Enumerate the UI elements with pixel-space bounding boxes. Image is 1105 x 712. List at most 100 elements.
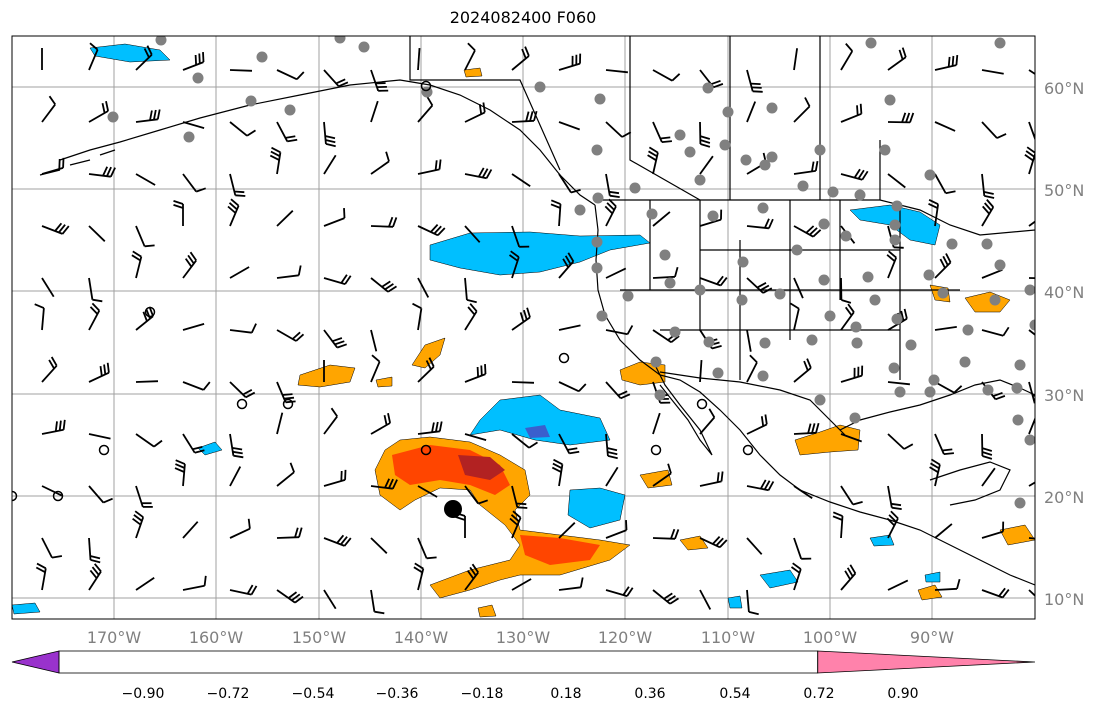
colorbar-tick-label: −0.18 (461, 686, 504, 702)
wind-barb (269, 146, 282, 175)
wind-barb (135, 173, 156, 186)
wind-barb (934, 523, 953, 539)
wind-barb (182, 121, 205, 129)
wind-barb (746, 354, 758, 383)
station-marker (1014, 359, 1026, 371)
wind-barb (464, 225, 481, 243)
wind-barb (464, 102, 486, 123)
wind-barb (508, 250, 520, 279)
pacific-coast (594, 204, 1035, 586)
colorbar-tick-label: 0.18 (550, 686, 581, 702)
station-marker (851, 337, 863, 349)
wind-barb (981, 433, 993, 460)
wind-barb (981, 326, 1010, 337)
calm-circle (558, 352, 570, 364)
wind-barb (276, 412, 284, 435)
wind-barb (182, 251, 197, 279)
station-marker (256, 51, 268, 63)
map-title: 2024082400 F060 (449, 8, 597, 27)
wind-barb (1028, 121, 1035, 142)
wind-barb (746, 101, 757, 123)
wind-barb (558, 252, 575, 279)
wind-barb (746, 277, 773, 294)
calm-circle (144, 306, 156, 318)
alaska-canada-border (409, 36, 561, 171)
wind-barb (605, 466, 619, 487)
wind-barb (370, 151, 390, 175)
wind-barb (746, 329, 752, 352)
wind-barb (88, 485, 113, 504)
wind-barb (934, 253, 952, 279)
wind-barb (464, 485, 488, 505)
wind-barb (41, 485, 63, 497)
station-marker (694, 284, 706, 296)
longitude-labels: 170°W 160°W 150°W 140°W 130°W 120°W 110°… (87, 628, 954, 647)
wind-barb (323, 121, 336, 148)
wind-barb (276, 329, 305, 342)
station-marker (862, 271, 874, 283)
station-marker (722, 106, 734, 118)
wind-barb (413, 562, 425, 591)
station-marker (654, 389, 666, 401)
wind-barb (605, 173, 620, 198)
wind-barb (558, 433, 580, 455)
wind-barb (1028, 381, 1035, 405)
wind-barb (558, 381, 587, 393)
lon-label: 140°W (394, 628, 449, 647)
station-marker (703, 336, 715, 348)
wind-barb (887, 47, 907, 71)
station-marker (759, 337, 771, 349)
station-marker (982, 384, 994, 396)
wind-barb (793, 422, 820, 435)
wind-barb (276, 381, 296, 404)
wind-barb (934, 578, 961, 591)
wind-barb (652, 121, 672, 143)
wind-barb (793, 160, 819, 175)
wind-barb (887, 433, 914, 450)
wind-barb (34, 303, 45, 331)
wind-barb (604, 198, 617, 227)
yucatan-coast (929, 461, 1011, 506)
station-marker (719, 139, 731, 151)
station-marker (659, 249, 671, 261)
station-marker (928, 374, 940, 386)
wind-barb (605, 121, 632, 138)
wind-barb (746, 414, 768, 435)
wind-barb (276, 527, 303, 539)
warm-patch-11 (463, 67, 483, 78)
wind-barb (886, 510, 899, 539)
colorbar-tick-label: −0.72 (207, 686, 250, 702)
station-marker (591, 144, 603, 156)
wind-barb (464, 303, 478, 331)
wind-barb (793, 358, 812, 383)
station-marker (736, 294, 748, 306)
wind-barb (934, 433, 954, 455)
station-marker (774, 288, 786, 300)
colorbar-tick-label: −0.54 (292, 686, 335, 702)
wind-barb (41, 157, 65, 175)
wind-barb (135, 225, 155, 248)
station-marker (814, 144, 826, 156)
wind-barb (652, 589, 679, 605)
map-panel (12, 36, 1035, 619)
calm-circle (98, 444, 110, 456)
wind-barb (981, 467, 996, 487)
station-marker (757, 370, 769, 382)
station-marker (358, 41, 370, 53)
wind-barb (558, 324, 581, 331)
wind-barb (182, 323, 205, 331)
station-marker (849, 412, 861, 424)
wind-barb (605, 325, 634, 336)
station-marker (594, 93, 606, 105)
station-marker (818, 274, 830, 286)
wind-barb (840, 365, 864, 383)
wind-barb (464, 167, 493, 180)
wind-barb (789, 302, 800, 331)
wind-barb (981, 69, 1004, 75)
wind-barb (88, 225, 106, 242)
lon-label: 110°W (701, 628, 756, 647)
wind-barb (370, 354, 381, 383)
wind-barb (417, 485, 438, 498)
wind-barb (558, 121, 581, 131)
